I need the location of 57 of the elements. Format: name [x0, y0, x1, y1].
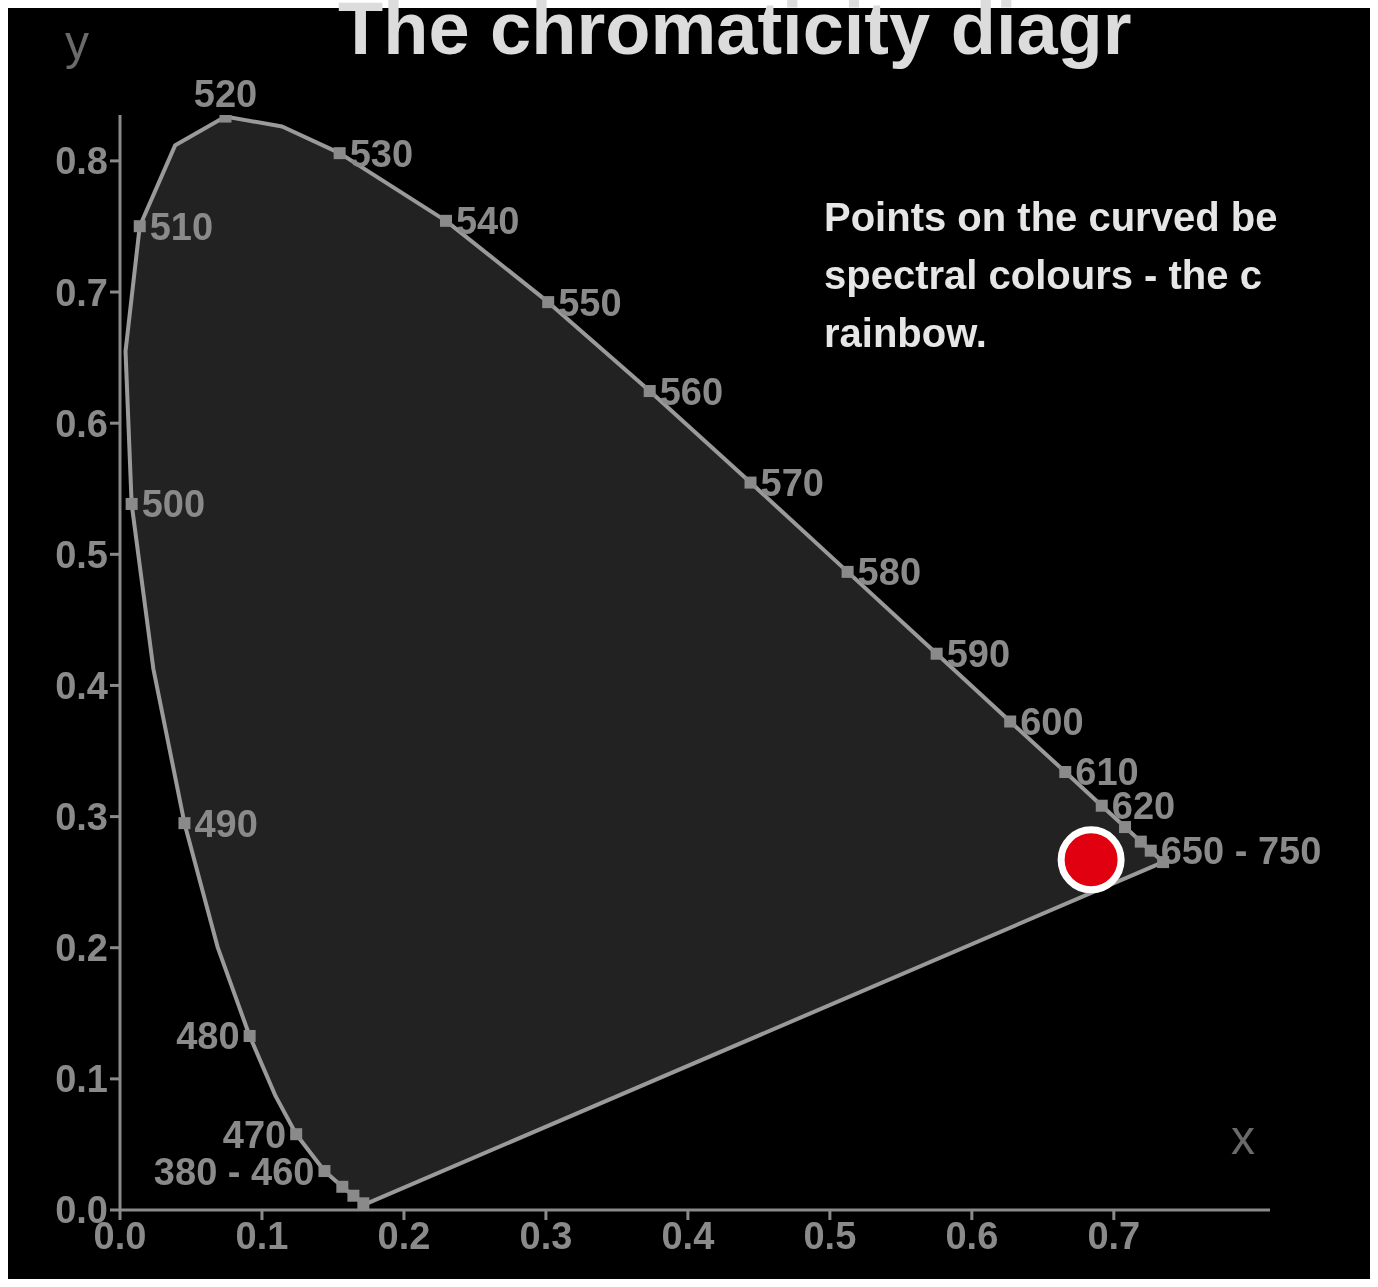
- annotation: 540: [455, 200, 520, 243]
- annotation: 550: [558, 281, 622, 324]
- annotation: 480: [176, 1015, 240, 1058]
- point: [1059, 766, 1072, 778]
- y-tick-label: 0.3: [55, 796, 108, 839]
- x-tick-label: 0.7: [1087, 1214, 1141, 1257]
- point: [347, 1189, 360, 1202]
- annotation: 530: [349, 132, 414, 175]
- point: [542, 296, 555, 309]
- point: [1134, 835, 1147, 848]
- y-tick-label: 0.5: [55, 533, 108, 576]
- x-tick-label: 0.3: [519, 1214, 573, 1257]
- y-tick-label: 0.4: [55, 664, 108, 707]
- point: [930, 647, 943, 660]
- point: [333, 147, 346, 160]
- point: [841, 565, 854, 578]
- annotation: 650 - 750: [1160, 830, 1322, 873]
- annotation: 520: [193, 72, 258, 115]
- point: [1095, 799, 1108, 812]
- point: [290, 1128, 303, 1141]
- point: [243, 1029, 256, 1042]
- x-tick-label: 0.1: [235, 1214, 289, 1257]
- point: [133, 220, 146, 233]
- y-axis-title: y: [65, 16, 89, 70]
- annotation: 580: [857, 551, 922, 594]
- point: [1144, 844, 1157, 857]
- chart-title: The chromaticity diagr: [338, 0, 1132, 71]
- x-tick-label: 0.6: [945, 1214, 999, 1257]
- point: [336, 1180, 349, 1193]
- point: [125, 497, 138, 510]
- point: [318, 1165, 331, 1178]
- annotation: 560: [659, 370, 724, 413]
- annotation: 590: [946, 633, 1011, 676]
- point: [178, 817, 191, 830]
- x-tick-label: 0.2: [377, 1214, 431, 1257]
- point: [643, 385, 656, 398]
- annotation: 600: [1020, 701, 1084, 743]
- y-tick-label: 0.2: [55, 927, 108, 970]
- annotation: 510: [149, 205, 214, 248]
- point: [1119, 821, 1132, 834]
- annotation: Points on the curved be spectral colours - the c rainbow.: [824, 194, 1278, 357]
- annotation: 570: [760, 462, 824, 505]
- y-tick-label: 0.6: [55, 402, 108, 445]
- y-tick-label: 0.8: [55, 140, 108, 183]
- point: [1057, 826, 1125, 894]
- annotation: 620: [1111, 785, 1176, 828]
- x-tick-label: 0.5: [803, 1214, 857, 1257]
- y-tick-label: 0.1: [55, 1058, 108, 1101]
- x-tick-label: 0.4: [661, 1214, 715, 1257]
- point: [1004, 715, 1017, 728]
- annotation: 500: [141, 483, 206, 526]
- x-axis-title: x: [1231, 1111, 1255, 1165]
- annotation: 490: [194, 802, 258, 845]
- point: [357, 1197, 370, 1210]
- y-tick-label: 0.7: [55, 271, 108, 314]
- point: [439, 214, 452, 227]
- point: [744, 476, 757, 489]
